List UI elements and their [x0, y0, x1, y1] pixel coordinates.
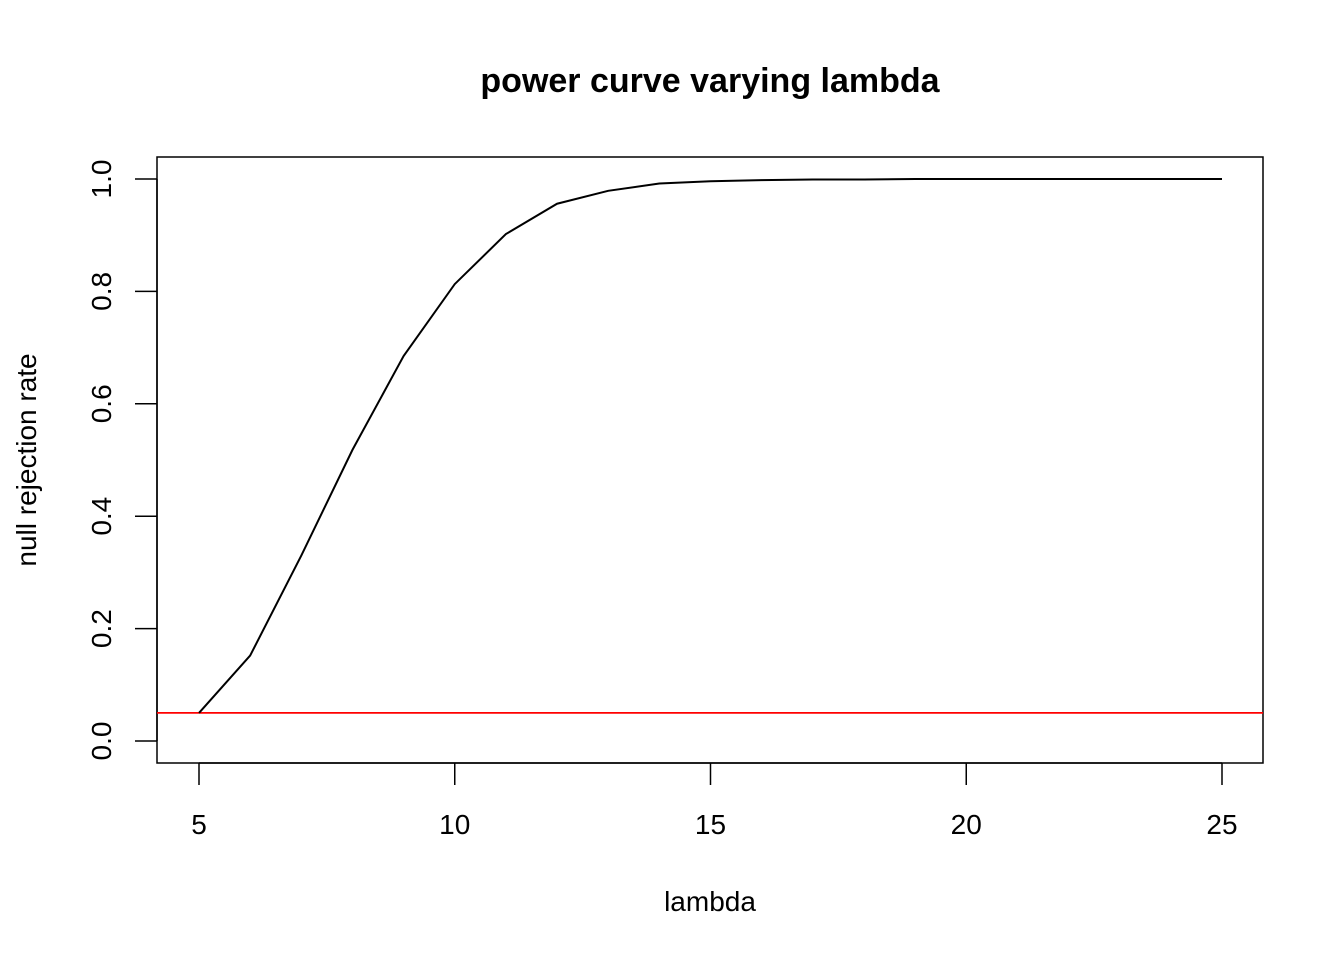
- x-tick-label: 25: [1206, 809, 1237, 840]
- power-curve-line: [199, 179, 1222, 713]
- y-tick-label: 0.6: [86, 384, 117, 423]
- plot-frame: [157, 157, 1263, 763]
- x-axis-label: lambda: [664, 886, 756, 917]
- x-axis: 5 10 15 20 25: [191, 763, 1237, 840]
- y-tick-label: 0.4: [86, 497, 117, 536]
- x-tick-label: 10: [439, 809, 470, 840]
- x-tick-label: 5: [191, 809, 207, 840]
- y-axis: 0.0 0.2 0.4 0.6 0.8 1.0: [86, 160, 157, 761]
- y-tick-label: 0.2: [86, 609, 117, 648]
- y-tick-label: 1.0: [86, 160, 117, 199]
- series-group: [199, 179, 1222, 713]
- y-axis-label: null rejection rate: [11, 353, 42, 566]
- y-tick-label: 0.0: [86, 722, 117, 761]
- chart-title: power curve varying lambda: [480, 62, 940, 100]
- x-tick-label: 15: [695, 809, 726, 840]
- y-tick-label: 0.8: [86, 272, 117, 311]
- x-tick-label: 20: [951, 809, 982, 840]
